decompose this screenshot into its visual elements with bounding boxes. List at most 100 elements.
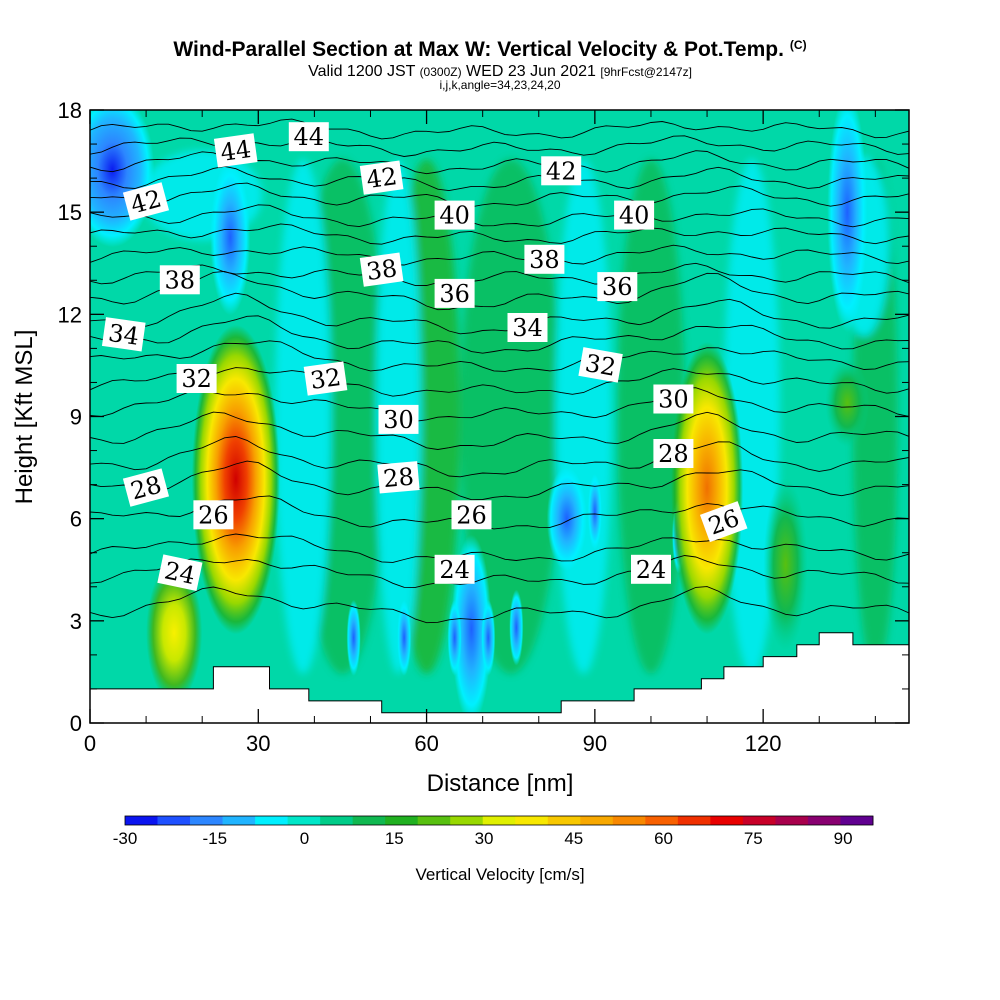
colorbar-swatch [580,816,614,825]
contour-label-box [434,554,475,584]
colorbar-tick-label: 75 [744,829,763,848]
downdraft-streak [397,599,412,676]
colorbar-swatch [222,816,256,825]
colorbar-swatch [775,816,809,825]
contour-label-text: 28 [382,463,415,494]
plot-area: 44 44 42 42 42 40 40 38 38 38 36 36 34 34 32 32 32 30 30 28… [90,110,909,723]
theta-contour-27 [90,460,909,501]
theta-contour-31 [90,367,909,397]
contour-label-box [653,439,694,468]
contour-label: 28 [122,468,170,507]
x-axis-label: Distance [nm] [427,770,574,797]
contour-label-box [507,313,548,342]
contour-label-box [213,133,258,168]
contour-label: 44 [213,133,258,168]
y-tick-label: 6 [70,507,82,532]
contour-label-box [653,384,694,414]
field-band [275,159,332,674]
contour-label: 38 [524,244,565,274]
updraft-core [191,324,280,635]
contour-label: 24 [434,554,475,584]
theta-contour-34 [90,292,909,335]
contour-label-text: 36 [439,280,470,308]
contour-label-box [578,347,623,383]
contour-label-text: 24 [162,556,198,590]
field-band [460,159,562,674]
contour-labels: 44 44 42 42 42 40 40 38 38 38 36 36 34 34 32 32 32 30 30 28… [101,122,748,592]
colorbar-tick-label: -15 [202,829,227,848]
downdraft-streak [447,599,462,676]
contour-label-text: 38 [165,266,196,294]
theta-contour-39 [90,204,909,228]
contour-label-text: 32 [309,363,343,395]
contour-label-box [159,265,200,295]
theta-contour-37 [90,244,909,266]
contour-label-box [699,501,748,543]
downdraft-core [827,110,868,333]
contour-label-box [434,278,475,308]
velocity-field [90,110,909,723]
downdraft-streak [481,599,496,676]
contour-label-text: 40 [619,202,650,230]
colorbar-swatch [645,816,679,825]
colorbar-swatch [482,816,516,825]
colorbar-swatch [352,816,386,825]
colorbar-swatch [515,816,549,825]
contour-label-box [614,200,655,230]
contour-label-text: 26 [198,501,229,529]
x-tick-label: 120 [745,731,782,756]
contour-label: 24 [157,554,203,592]
theta-contour-44 [90,118,909,140]
colorbar: -30 -15 0 15 30 45 60 75 90 [113,815,874,848]
colorbar-swatch [385,816,419,825]
colorbar-tick-label: 30 [475,829,494,848]
contour-label: 26 [451,500,492,530]
x-axis: 0 30 60 90 120 [84,110,876,756]
contour-label: 38 [159,265,200,295]
contour-label-box [524,244,565,274]
contour-label: 40 [434,200,475,230]
contour-label-box [597,272,638,302]
colorbar-swatch [742,816,776,825]
contour-label-text: 28 [658,440,689,468]
contour-label-box [101,317,146,352]
contour-label: 32 [578,347,623,383]
contour-label-box [378,404,419,434]
updraft-core [825,358,870,447]
y-tick-label: 3 [70,609,82,634]
theta-contour-29 [90,411,909,450]
colorbar-swatch [255,816,289,825]
contour-label-box [631,554,671,584]
contour-label: 42 [122,182,170,221]
theta-contour-26 [90,495,909,530]
x-tick-label: 0 [84,731,96,756]
theta-contour-30 [90,387,909,422]
downdraft-streak [587,473,602,550]
y-tick-label: 9 [70,405,82,430]
contour-label-text: 42 [546,157,577,185]
contour-label-box [122,468,170,507]
contour-label-text: 38 [529,246,560,274]
colorbar-swatch [190,816,223,825]
contour-label-text: 38 [365,254,399,286]
colorbar-tick-label: 90 [834,829,853,848]
contour-label: 26 [193,500,234,530]
contour-label: 44 [288,122,329,152]
theta-contour-33 [90,315,909,354]
y-tick-label: 0 [70,711,82,736]
downdraft-core [90,110,155,248]
contour-label: 26 [699,501,748,543]
colorbar-frame [124,815,874,826]
contour-label: 32 [303,361,348,396]
contour-label: 34 [101,317,146,352]
contour-label-text: 26 [456,501,487,529]
colorbar-tick-label: 15 [385,829,404,848]
contour-label-text: 24 [636,556,667,584]
contour-label: 30 [378,404,419,434]
contour-label: 34 [507,313,548,342]
terrain-mask [90,632,909,723]
colorbar-swatch [807,816,841,825]
downdraft-core [210,160,251,316]
x-tick-label: 60 [414,731,438,756]
